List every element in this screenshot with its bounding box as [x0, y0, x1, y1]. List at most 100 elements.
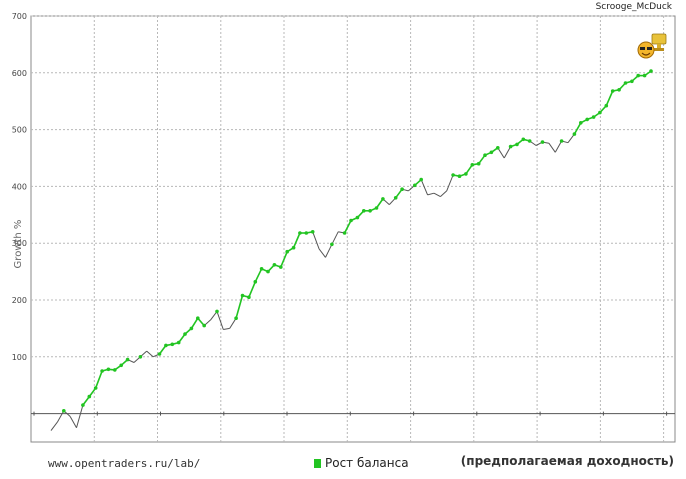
data-point: [515, 142, 519, 147]
data-point: [330, 242, 334, 247]
series-segment: [223, 327, 230, 330]
y-tick-label: 200: [12, 296, 27, 305]
data-point: [483, 153, 487, 157]
data-point: [400, 187, 404, 191]
data-point: [298, 231, 302, 235]
data-point: [355, 215, 360, 220]
data-point: [540, 140, 545, 144]
series-segment: [280, 251, 288, 268]
data-point: [81, 403, 85, 407]
series-segment: [248, 281, 257, 298]
series-segment: [312, 231, 320, 250]
series-segment: [292, 232, 301, 249]
data-point: [291, 245, 296, 250]
data-point: [623, 81, 628, 85]
y-tick-label: 400: [12, 182, 27, 191]
y-tick-label: 100: [12, 353, 27, 362]
data-point: [310, 230, 315, 234]
y-tick-labels: 100 200 300 400 500 600 700: [12, 12, 27, 362]
series-segment: [548, 142, 556, 153]
data-point: [649, 69, 653, 73]
series-segment: [94, 370, 103, 389]
series-segment: [433, 192, 441, 198]
data-point: [636, 73, 640, 78]
series-segment: [427, 192, 435, 196]
series-segment: [554, 140, 563, 153]
data-point: [470, 163, 475, 167]
grid-lines: [31, 15, 675, 442]
y-tick-label: 300: [12, 239, 27, 248]
series-segment: [254, 268, 263, 283]
series-segment: [440, 190, 448, 197]
data-point: [476, 161, 481, 166]
series-segment: [605, 90, 614, 107]
y-tick-label: 700: [12, 12, 27, 21]
series-segment: [69, 416, 77, 429]
data-point: [393, 196, 398, 200]
data-point: [342, 231, 347, 235]
series-segment: [503, 146, 512, 159]
data-point: [368, 209, 372, 213]
series-segment: [216, 311, 224, 330]
series-segment: [420, 179, 429, 196]
data-point: [183, 332, 187, 336]
data-point: [234, 316, 238, 321]
data-point: [559, 139, 564, 143]
data-point: [138, 355, 143, 359]
data-point: [508, 144, 513, 149]
data-point: [62, 409, 66, 413]
data-point: [113, 368, 117, 372]
data-point: [591, 115, 596, 119]
data-point: [642, 73, 647, 78]
data-point: [196, 316, 200, 321]
series-segment: [375, 198, 384, 209]
data-point: [604, 103, 609, 108]
data-point: [202, 323, 206, 328]
data-point: [304, 231, 309, 235]
series-segment: [465, 164, 473, 175]
series-segment: [331, 231, 339, 245]
y-axis-title: Growth %: [13, 220, 24, 269]
data-point: [527, 139, 532, 143]
data-point: [170, 342, 175, 347]
trophy-icon: [637, 33, 667, 59]
data-point: [451, 173, 455, 177]
data-point: [176, 340, 181, 345]
data-point: [164, 343, 168, 348]
site-url[interactable]: www.opentraders.ru/lab/: [48, 457, 201, 470]
y-tick-label: 500: [12, 126, 27, 135]
balance-markers: [62, 69, 653, 413]
data-point: [266, 269, 270, 274]
data-point: [240, 293, 245, 298]
legend-swatch: [314, 458, 321, 468]
data-point: [521, 137, 526, 142]
series-segment: [146, 350, 154, 358]
series-segment: [446, 174, 454, 192]
data-point: [610, 89, 615, 93]
data-point: [279, 265, 283, 269]
data-point: [464, 172, 468, 176]
data-point: [87, 394, 92, 399]
series-segment: [325, 244, 333, 258]
plot-area: [30, 15, 676, 443]
data-point: [374, 206, 379, 210]
data-point: [419, 177, 424, 182]
series-segment: [190, 317, 199, 329]
series-segment: [235, 295, 244, 319]
legend-label: Рост баланса: [325, 456, 409, 470]
data-point: [100, 369, 104, 373]
data-point: [489, 150, 494, 155]
data-point: [125, 357, 130, 362]
data-point: [157, 352, 162, 356]
series-segment: [573, 122, 582, 135]
data-point: [119, 363, 123, 368]
footer-note: (предполагаемая доходность): [460, 454, 674, 468]
data-point: [496, 146, 500, 150]
data-point: [215, 309, 219, 314]
data-point: [106, 367, 111, 372]
data-point: [617, 88, 621, 92]
data-point: [285, 249, 290, 254]
data-point: [579, 121, 583, 125]
data-point: [457, 174, 462, 178]
